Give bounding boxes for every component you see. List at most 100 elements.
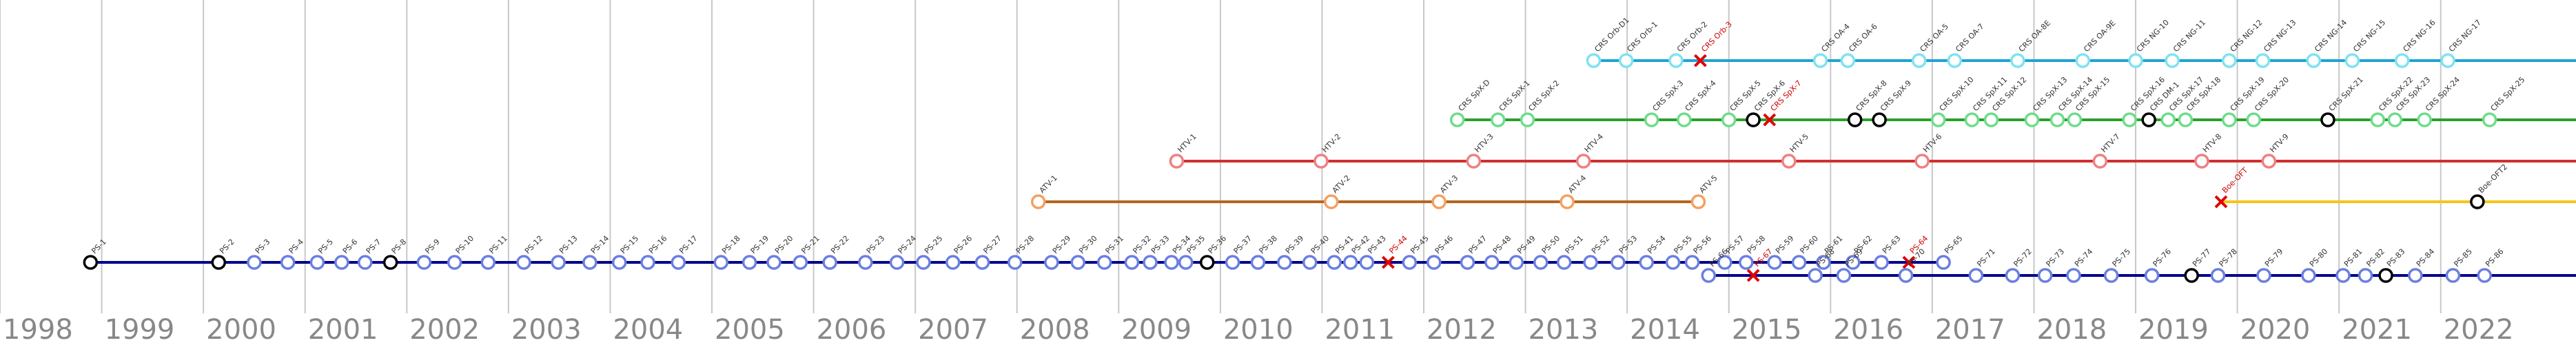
mission-marker (742, 255, 757, 270)
mission-label: CRS NG-11 (2171, 18, 2207, 54)
mission-marker (889, 255, 905, 270)
mission-marker (1431, 194, 1447, 209)
mission-label: PS-32 (1131, 234, 1153, 256)
mission-marker (640, 255, 655, 270)
special-marker (1199, 255, 1215, 270)
mission-marker (2128, 53, 2143, 68)
mission-marker (1898, 268, 1914, 283)
mission-marker (416, 255, 432, 270)
mission-marker (2103, 268, 2119, 283)
mission-marker (1644, 112, 1659, 127)
mission-marker (671, 255, 686, 270)
x-tick-label: 2016 (1833, 314, 1903, 345)
mission-marker (974, 255, 990, 270)
mission-marker (1618, 53, 1634, 68)
mission-label: ATV-3 (1438, 174, 1460, 195)
mission-marker (1586, 53, 1602, 68)
mission-label: HTV-3 (1473, 132, 1495, 154)
mission-marker (1846, 255, 1861, 270)
mission-label: CRS NG-17 (2447, 18, 2483, 54)
mission-marker (1701, 268, 1716, 283)
mission-marker (1947, 53, 1963, 68)
mission-marker (1070, 255, 1086, 270)
x-tick-label: 2022 (2444, 314, 2514, 345)
special-marker (83, 255, 99, 270)
mission-label: CRS NG-14 (2313, 18, 2349, 54)
mission-label: PS-59 (1774, 234, 1796, 256)
mission-label: PS-20 (773, 234, 795, 256)
mission-label: PS-29 (1051, 234, 1073, 256)
x-tick-label: 2014 (1630, 314, 1700, 345)
mission-label: PS-3 (254, 238, 272, 256)
mission-marker (2370, 112, 2385, 127)
mission-label: PS-76 (2151, 247, 2174, 269)
special-marker (2320, 112, 2335, 127)
mission-marker (793, 255, 808, 270)
mission-label: PS-56 (1692, 234, 1714, 256)
failed-marker (1902, 255, 1916, 269)
mission-marker (2394, 53, 2410, 68)
special-marker (1847, 112, 1863, 127)
mission-label: PS-11 (487, 234, 509, 256)
mission-marker (1983, 112, 1999, 127)
x-tick-label: 2017 (1935, 314, 2005, 345)
mission-marker (2246, 112, 2261, 127)
mission-label: PS-83 (2385, 247, 2407, 269)
mission-label: HTV-9 (2268, 132, 2290, 154)
mission-label: CRS SpX-25 (2488, 75, 2526, 113)
mission-label: CRS SpX-3 (1650, 79, 1685, 113)
x-tick-label: 2002 (409, 314, 480, 345)
mission-label: ATV-2 (1331, 174, 1352, 195)
mission-marker (2210, 268, 2226, 283)
mission-label: PS-84 (2415, 247, 2437, 269)
mission-marker (1690, 194, 1706, 209)
x-tick-label: 2008 (1020, 314, 1090, 345)
mission-label: PS-22 (829, 234, 851, 256)
mission-marker (1030, 194, 1046, 209)
mission-marker (247, 255, 262, 270)
mission-label: HTV-2 (1320, 132, 1342, 154)
mission-marker (2387, 112, 2403, 127)
mission-label: PS-13 (558, 234, 580, 256)
mission-marker (2222, 112, 2237, 127)
mission-label: CRS NG-15 (2351, 18, 2387, 54)
mission-marker (2122, 112, 2137, 127)
mission-label: PS-43 (1366, 234, 1388, 256)
special-marker (2470, 194, 2485, 209)
mission-marker (1096, 255, 1112, 270)
mission-marker (2255, 53, 2271, 68)
special-marker (1872, 112, 1887, 127)
mission-marker (2256, 268, 2271, 283)
mission-label: PS-72 (2012, 247, 2034, 269)
mission-marker (1665, 255, 1681, 270)
mission-label: PS-14 (589, 234, 611, 256)
mission-marker (1611, 255, 1626, 270)
mission-marker (1427, 255, 1442, 270)
mission-marker (1225, 255, 1240, 270)
mission-marker (1781, 154, 1797, 169)
x-tick-label: 2021 (2342, 314, 2412, 345)
mission-marker (1767, 255, 1782, 270)
mission-label: Boe-OFT (2220, 166, 2250, 196)
mission-label: PS-79 (2263, 247, 2285, 269)
mission-marker (1164, 255, 1179, 270)
mission-label: CRS OA-5 (1919, 22, 1950, 54)
mission-marker (2440, 53, 2455, 68)
mission-label: CRS NG-16 (2402, 18, 2437, 54)
mission-marker (1277, 255, 1292, 270)
mission-label: PS-74 (2073, 247, 2095, 269)
mission-label: PS-73 (2045, 247, 2067, 269)
failed-marker (1763, 113, 1777, 127)
mission-label: PS-51 (1564, 234, 1586, 256)
mission-label: CRS SpX-D (1457, 78, 1492, 113)
mission-label: PS-12 (523, 234, 545, 256)
mission-label: ATV-4 (1566, 174, 1588, 195)
mission-label: HTV-5 (1788, 132, 1810, 154)
mission-marker (1964, 112, 1980, 127)
x-tick-label: 2010 (1223, 314, 1294, 345)
mission-marker (2178, 112, 2194, 127)
mission-label: PS-5 (316, 238, 335, 256)
mission-marker (1533, 255, 1548, 270)
mission-label: HTV-8 (2201, 132, 2223, 154)
mission-label: CRS OA-7 (1954, 22, 1985, 54)
